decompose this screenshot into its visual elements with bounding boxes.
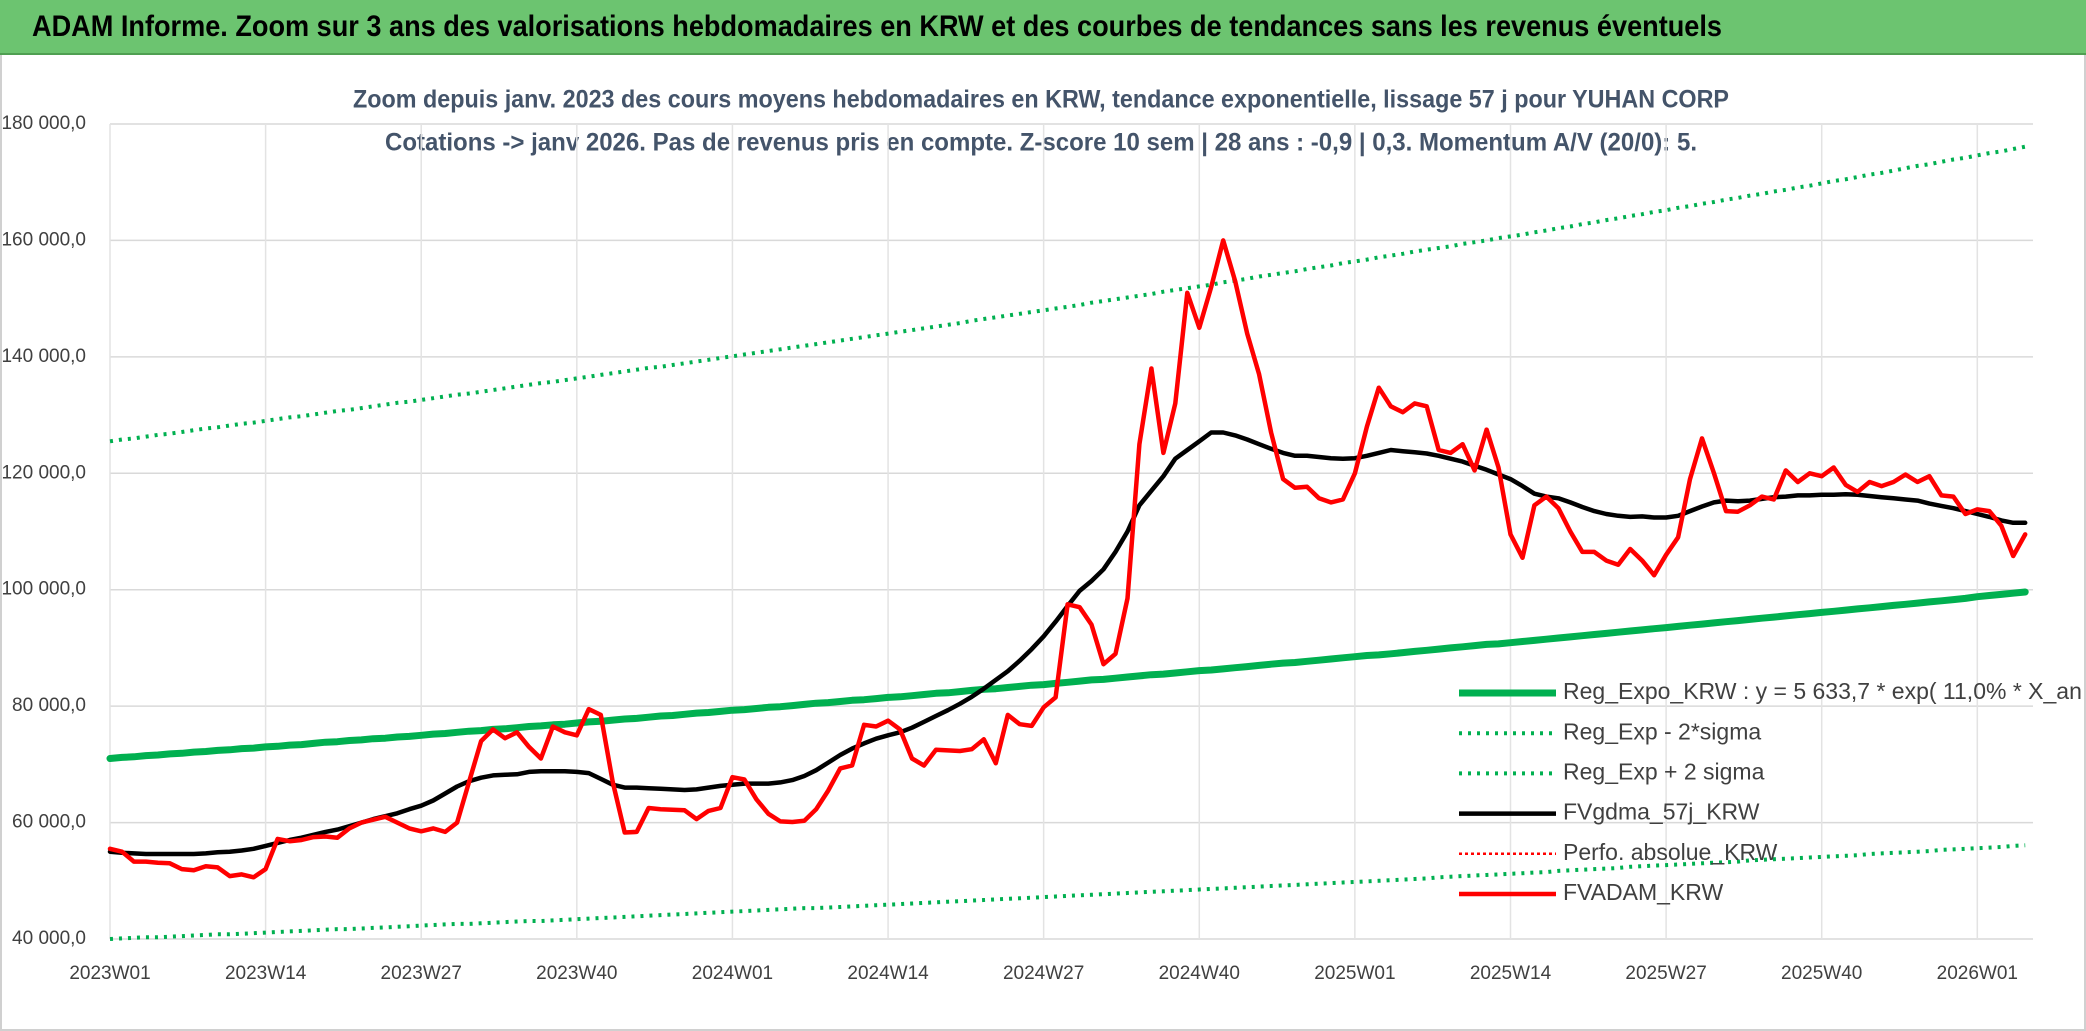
x-tick-label: 2026W01: [1937, 963, 2018, 984]
x-tick-label: 2025W40: [1781, 963, 1862, 984]
x-tick-label: 2023W01: [69, 963, 150, 984]
y-tick-label: 100 000,0: [1, 579, 86, 600]
x-tick-label: 2023W14: [225, 963, 307, 984]
y-tick-label: 80 000,0: [12, 695, 86, 716]
x-tick-label: 2024W14: [847, 963, 929, 984]
chart-subtitle: Zoom depuis janv. 2023 des cours moyens …: [353, 86, 1729, 114]
x-tick-label: 2024W40: [1159, 963, 1240, 984]
series-line: [106, 588, 2029, 762]
plot: [106, 144, 2029, 941]
x-tick-label: 2023W40: [536, 963, 617, 984]
series-line: [107, 238, 2028, 880]
legend-label: Reg_Expo_KRW : y = 5 633,7 * exp( 11,0% …: [1563, 678, 2086, 704]
y-tick-label: 140 000,0: [1, 346, 86, 367]
x-tick-label: 2025W14: [1470, 963, 1552, 984]
legend-label: Reg_Exp - 2*sigma: [1563, 718, 1761, 744]
chart-subtitle: Cotations -> janv 2026. Pas de revenus p…: [385, 129, 1697, 157]
legend-label: FVgdma_57j_KRW: [1563, 799, 1760, 825]
legend-label: FVADAM_KRW: [1563, 879, 1723, 905]
y-tick-label: 180 000,0: [1, 113, 86, 134]
header-bar: [0, 0, 2086, 54]
x-tick-label: 2025W27: [1625, 963, 1706, 984]
x-tick-label: 2023W27: [381, 963, 462, 984]
grid: 40 000,0 60 000,0 80 000,0 100 000,0 120 000…: [1, 113, 2033, 984]
legend: Reg_Expo_KRW : y = 5 633,7 * exp( 11,0% …: [1459, 678, 2086, 905]
legend-label: Reg_Exp + 2 sigma: [1563, 758, 1765, 784]
y-tick-label: 160 000,0: [1, 229, 86, 250]
y-tick-label: 60 000,0: [12, 812, 86, 833]
header-title: ADAM Informe. Zoom sur 3 ans des valoris…: [32, 10, 1722, 43]
y-tick-label: 40 000,0: [12, 928, 86, 949]
x-tick-label: 2024W27: [1003, 963, 1084, 984]
y-tick-label: 120 000,0: [1, 462, 86, 483]
x-tick-label: 2024W01: [692, 963, 773, 984]
x-tick-label: 2025W01: [1314, 963, 1395, 984]
legend-label: Perfo. absolue_KRW: [1563, 839, 1778, 865]
